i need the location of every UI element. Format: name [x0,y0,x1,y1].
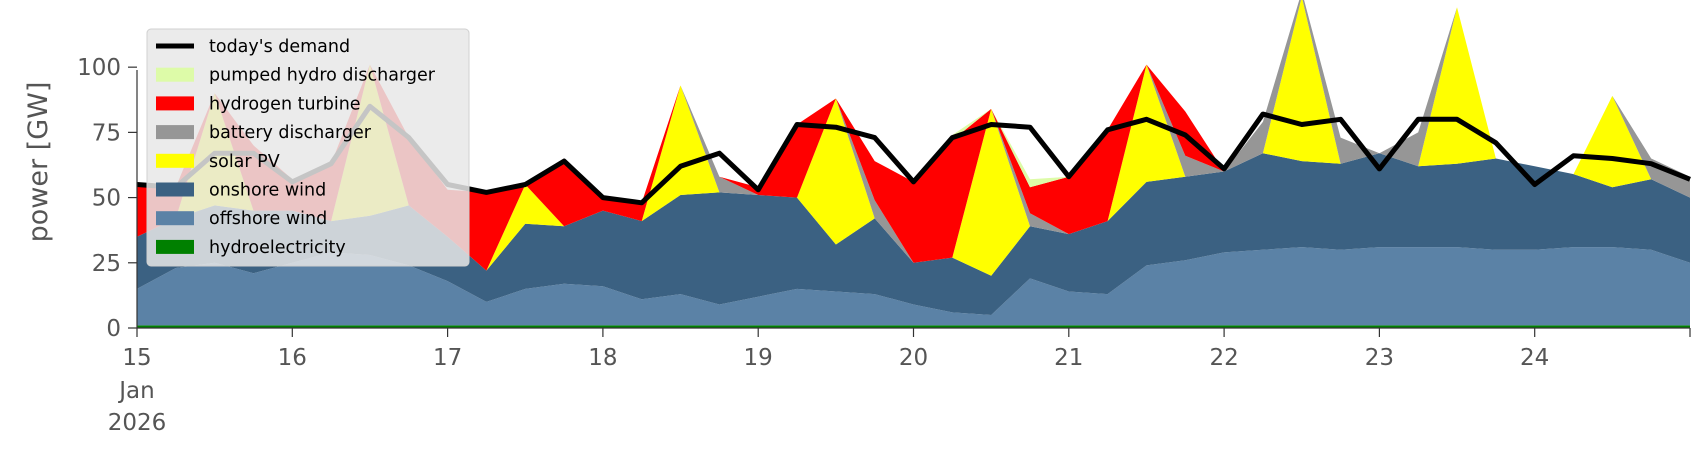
axes: 0 25 50 75 100 15 Jan 2026 16 17 18 19 20 21 22 23 24 [77,55,1691,436]
legend-label: battery discharger [209,123,372,143]
legend-item-today-s-demand: today's demand [156,37,350,57]
stacked-areas [137,0,1690,328]
area-hydrogen-turbine [137,0,1690,271]
y-tick-label: 50 [92,186,121,212]
x-tick-label: 16 [278,345,307,371]
legend-swatch [156,182,194,197]
legend-swatch [156,211,194,226]
x-tick-label: 17 [433,345,462,371]
legend-swatch [156,239,194,254]
y-tick-label: 100 [77,55,121,81]
legend-label: pumped hydro discharger [209,66,436,86]
legend-item-battery-discharger: battery discharger [156,123,372,143]
x-tick-label: 21 [1054,345,1083,371]
x-tick-label: 24 [1520,345,1549,371]
legend-label: solar PV [209,152,280,172]
legend-label: hydrogen turbine [209,94,361,114]
x-tick-label: 20 [899,345,928,371]
legend-label: offshore wind [209,209,327,229]
legend-swatch [156,153,194,168]
legend-label: hydroelectricity [209,238,346,258]
legend: today's demand pumped hydro discharger hyd… [146,28,470,267]
x-tick-label: 23 [1365,345,1394,371]
y-axis-label: power [GW] [23,82,54,243]
legend-box [146,28,470,267]
y-tick-label: 25 [92,251,121,277]
legend-label: onshore wind [209,181,326,201]
legend-swatch [156,67,194,82]
area-onshore-wind [137,153,1690,315]
legend-item-pumped-hydro-discharger: pumped hydro discharger [156,66,436,86]
x-tick-label: 22 [1209,345,1238,371]
legend-item-hydrogen-turbine: hydrogen turbine [156,94,361,114]
x-tick-label: 15 [122,345,151,371]
x-tick-label: 19 [744,345,773,371]
x-tick-label: 18 [588,345,617,371]
x-tick-sublabel: Jan [117,378,154,404]
legend-item-hydroelectricity: hydroelectricity [156,238,346,258]
area-solar-pv [137,0,1690,276]
area-hydroelectricity [137,325,1690,328]
legend-item-solar-pv: solar PV [156,152,280,172]
y-tick-label: 75 [92,120,121,146]
legend-item-offshore-wind: offshore wind [156,209,327,229]
y-tick-label: 0 [106,316,121,342]
legend-item-onshore-wind: onshore wind [156,181,326,201]
legend-label: today's demand [209,37,350,57]
area-offshore-wind [137,247,1690,326]
legend-swatch [156,96,194,111]
legend-swatch [156,125,194,140]
x-tick-sublabel: 2026 [108,410,167,436]
